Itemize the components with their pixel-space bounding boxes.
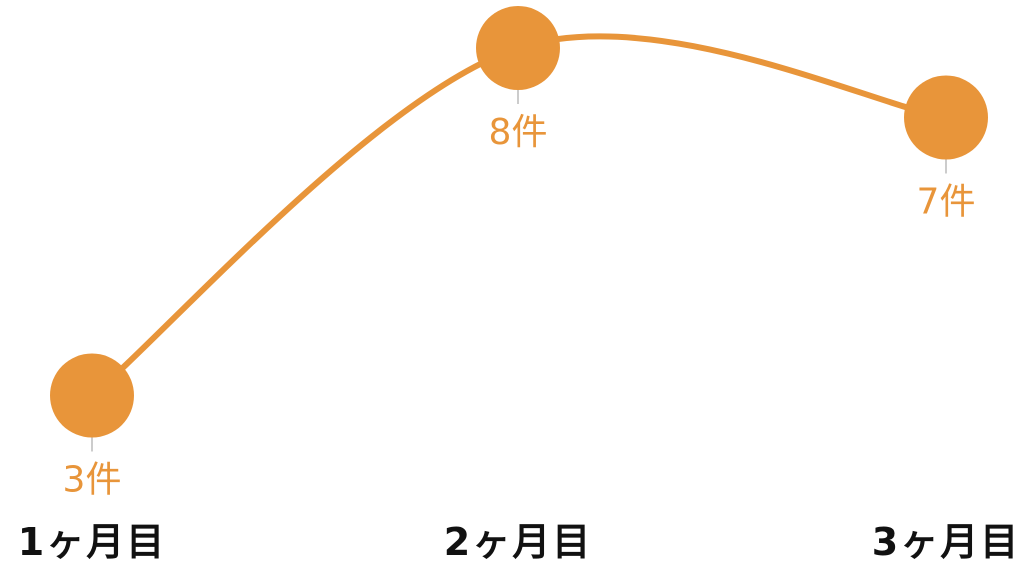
data-point	[50, 353, 134, 438]
data-point	[904, 75, 988, 160]
data-point	[476, 6, 560, 90]
x-tick-label: 1ヶ月目	[18, 520, 166, 561]
data-label: 8件	[489, 112, 548, 153]
x-axis-tick-labels: 1ヶ月目 2ヶ月目 3ヶ月目	[18, 520, 1020, 561]
data-label-layer: 3件 8件 7件	[61, 110, 978, 503]
data-label: 3件	[63, 460, 122, 501]
x-tick-label: 3ヶ月目	[872, 520, 1020, 561]
data-label: 7件	[917, 182, 976, 223]
series-layer	[50, 6, 988, 452]
x-tick-label: 2ヶ月目	[444, 520, 592, 561]
